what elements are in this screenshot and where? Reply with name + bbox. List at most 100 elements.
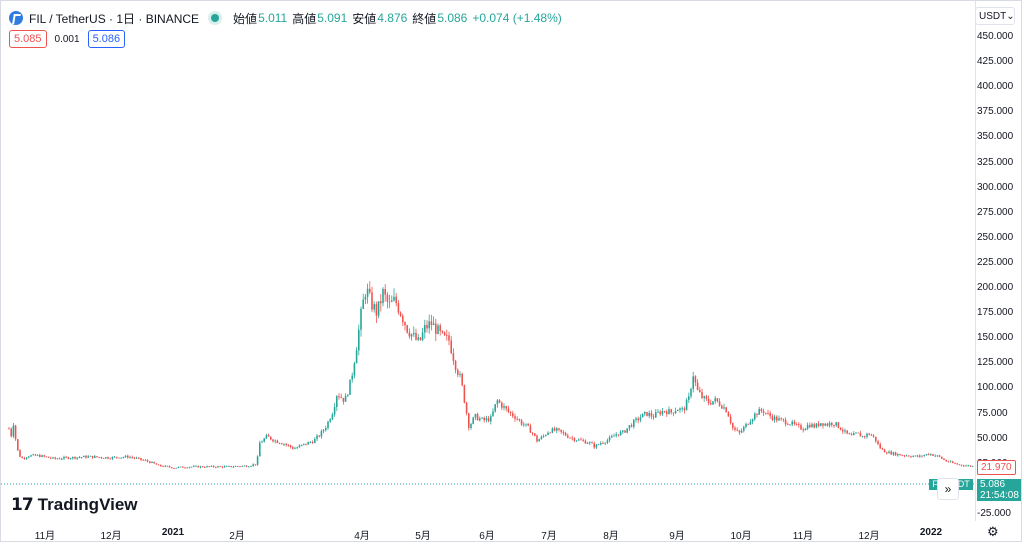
candle-body <box>749 421 752 425</box>
candle-body <box>305 443 307 445</box>
high-label: 高値 <box>292 11 317 26</box>
candle-body <box>261 441 263 443</box>
candle-body <box>230 466 232 468</box>
candle-body <box>272 439 274 442</box>
candle-body <box>542 435 545 437</box>
candle-body <box>611 436 613 438</box>
candle-body <box>199 466 202 468</box>
candle-body <box>377 301 380 316</box>
candle-body <box>690 388 692 397</box>
candle-body <box>318 435 320 437</box>
candle-body <box>498 400 501 403</box>
price-chart[interactable] <box>1 1 975 521</box>
candle-body <box>430 321 433 325</box>
candle-body <box>815 423 818 428</box>
candle-body <box>190 466 193 468</box>
candle-body <box>562 431 565 433</box>
bar-countdown: 21:54:08 <box>980 490 1019 501</box>
candle-body <box>285 443 287 445</box>
candle-body <box>844 430 846 432</box>
candle-body <box>505 406 507 409</box>
candle-body <box>30 455 32 457</box>
candle-body <box>164 465 166 467</box>
candle-body <box>820 423 822 426</box>
time-tick-label: 10月 <box>730 531 752 542</box>
candle-body <box>300 444 303 446</box>
candle-body <box>380 301 382 304</box>
candle-body <box>470 423 472 428</box>
candle-body <box>765 412 767 414</box>
candle-body <box>483 417 485 421</box>
time-tick-label: 2月 <box>229 531 245 542</box>
low-label: 安値 <box>352 11 377 26</box>
candle-body <box>923 455 925 457</box>
candle-body <box>809 424 811 428</box>
candle-body <box>457 369 459 375</box>
candle-body <box>784 419 787 425</box>
candle-body <box>41 455 43 457</box>
candle-body <box>523 424 525 426</box>
candle-body <box>639 417 642 421</box>
candle-body <box>584 440 587 444</box>
high-value: 5.091 <box>317 11 348 25</box>
candle-body <box>492 411 494 417</box>
candle-body <box>256 456 259 465</box>
candle-body <box>604 442 606 444</box>
candle-body <box>47 456 50 458</box>
candle-body <box>336 396 338 408</box>
sell-button[interactable]: 5.085 <box>9 30 47 48</box>
candle-body <box>551 428 554 433</box>
candle-body <box>307 442 309 445</box>
candle-body <box>76 457 78 459</box>
candle-body <box>846 430 848 434</box>
buy-button[interactable]: 5.086 <box>87 30 126 48</box>
candle-body <box>270 436 272 440</box>
price-tick-label: 450.000 <box>977 31 1014 42</box>
candle-body <box>45 456 48 458</box>
candle-body <box>969 465 972 467</box>
candle-body <box>670 409 672 413</box>
candle-body <box>580 439 582 441</box>
candle-body <box>617 434 620 436</box>
candle-body <box>930 454 932 455</box>
candle-body <box>641 413 644 418</box>
symbol-title[interactable]: FIL / TetherUS · 1日 · BINANCE <box>29 11 200 26</box>
candle-body <box>635 418 637 420</box>
candle-body <box>287 444 290 446</box>
candle-body <box>274 440 276 442</box>
candle-body <box>916 455 919 457</box>
candle-body <box>375 304 378 316</box>
candle-body <box>243 465 246 467</box>
candle-body <box>681 408 683 410</box>
settings-icon[interactable]: ⚙ <box>987 524 999 539</box>
candle-body <box>573 438 576 441</box>
candle-body <box>661 411 664 415</box>
candle-body <box>102 457 105 459</box>
candle-body <box>740 430 743 433</box>
candle-body <box>668 409 670 415</box>
candle-body <box>325 427 327 431</box>
price-axis[interactable] <box>975 1 1024 521</box>
candle-body <box>663 411 666 412</box>
candle-body <box>743 426 745 431</box>
candle-body <box>501 402 503 408</box>
candle-body <box>446 335 448 336</box>
candle-body <box>162 466 164 467</box>
candles <box>8 281 974 469</box>
candle-body <box>316 435 318 440</box>
candle-body <box>219 466 221 468</box>
candle-body <box>479 418 481 421</box>
candle-body <box>111 456 114 459</box>
candle-body <box>129 456 131 458</box>
candle-body <box>591 442 593 444</box>
candle-body <box>347 394 349 396</box>
candle-body <box>248 466 250 468</box>
candle-body <box>615 434 617 436</box>
candle-body <box>127 455 129 458</box>
currency-dropdown[interactable]: USDT ⌄ <box>975 7 1015 25</box>
candle-body <box>864 436 866 437</box>
candle-body <box>397 303 400 313</box>
candle-body <box>67 457 70 459</box>
goto-realtime-icon[interactable]: » <box>937 478 959 500</box>
candle-body <box>419 337 422 340</box>
